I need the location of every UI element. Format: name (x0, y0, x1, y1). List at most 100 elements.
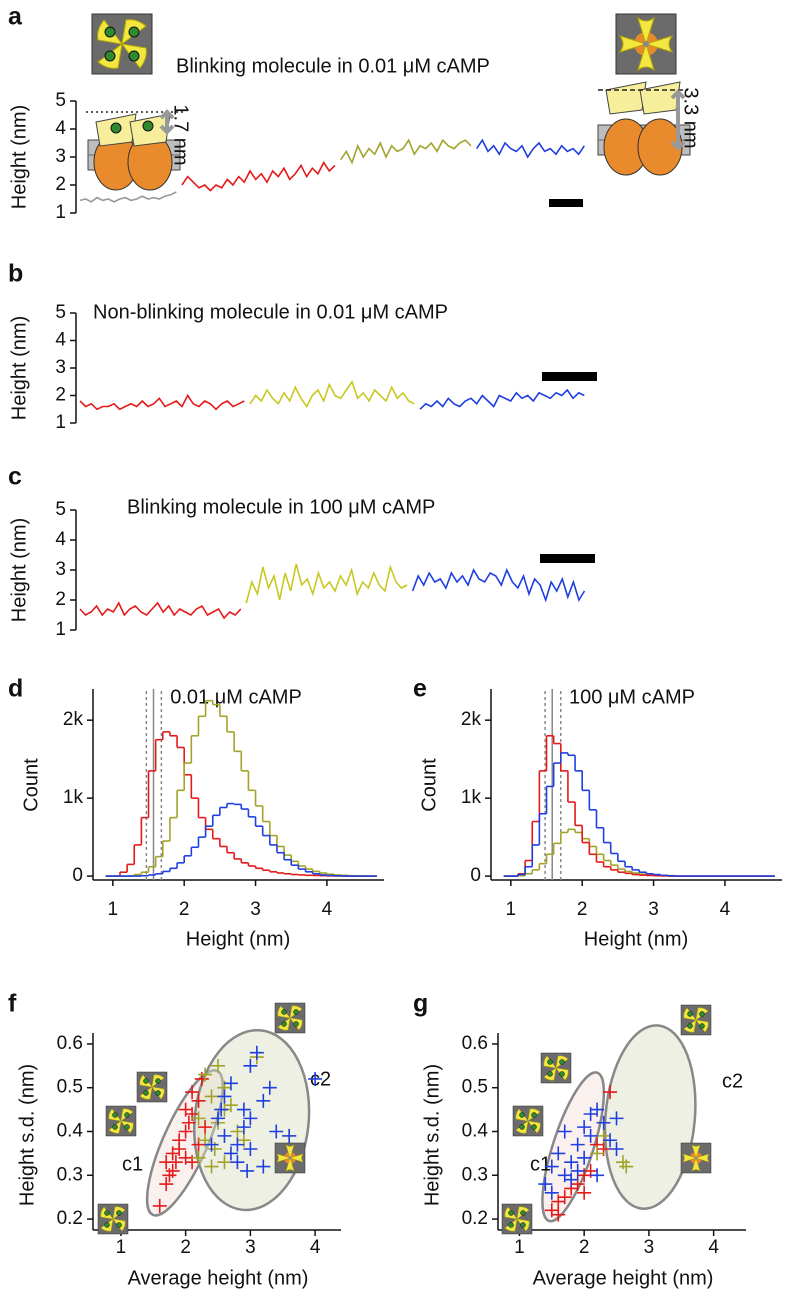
data-point (564, 1172, 579, 1187)
data-point (590, 1102, 605, 1117)
y-tick-label: 1 (55, 202, 66, 223)
data-point (178, 1102, 193, 1117)
y-tick-label: 3 (55, 146, 66, 167)
icon-dot (143, 1090, 149, 1096)
data-point (217, 1155, 232, 1170)
data-point (223, 1146, 238, 1161)
camp (142, 120, 154, 132)
y-tick-label: 2k (63, 709, 84, 730)
subunit (637, 118, 683, 176)
y-axis-label: Count (418, 758, 440, 812)
x-tick-label: 3 (644, 1237, 655, 1258)
y-tick-label: 0.2 (462, 1208, 488, 1229)
icon-dot (104, 50, 116, 62)
icon-dot (547, 1059, 553, 1065)
icon-dot (128, 26, 140, 38)
y-tick-label: 0.3 (57, 1164, 83, 1185)
panel-title: Blinking molecule in 0.01 μM cAMP (176, 55, 490, 77)
data-point (181, 1115, 196, 1130)
y-tick-label: 0.6 (57, 1033, 83, 1054)
icon-petal (289, 1153, 304, 1163)
y-tick-label: 0.2 (57, 1208, 83, 1229)
molecule-icon (501, 1203, 533, 1235)
x-axis-label: Average height (nm) (533, 1267, 714, 1289)
data-point (596, 1115, 611, 1130)
data-point (262, 1080, 277, 1095)
icon-petal (285, 1144, 295, 1159)
y-tick-label: 4 (55, 529, 66, 550)
x-tick-label: 1 (108, 899, 119, 920)
y-tick-label: 0 (72, 865, 83, 886)
data-point (236, 1102, 251, 1117)
icon-dot (124, 1112, 130, 1118)
y-axis-label: Height (nm) (8, 518, 30, 622)
icon-dot (128, 50, 140, 62)
y-axis-label: Count (20, 758, 42, 812)
y-axis-label: Height s.d. (nm) (421, 1064, 443, 1206)
data-point (185, 1085, 200, 1100)
data-point (590, 1168, 605, 1183)
y-tick-label: 0.5 (462, 1077, 488, 1098)
data-point (570, 1137, 585, 1152)
data-point (570, 1163, 585, 1178)
y-tick-label: 3 (55, 357, 66, 378)
icon-dot (104, 1222, 110, 1228)
arrow (670, 89, 686, 151)
panel-label: b (8, 260, 23, 288)
y-tick-label: 1k (461, 787, 482, 808)
icon-dot (519, 1112, 525, 1118)
cluster-label: c1 (530, 1153, 551, 1175)
icon-dot (687, 1011, 693, 1017)
y-tick-label: 2k (461, 709, 482, 730)
trace-line (411, 567, 586, 603)
data-point (551, 1194, 566, 1209)
y-tick-label: 5 (55, 499, 66, 520)
annotation: 3.3 nm (680, 87, 702, 148)
annotation: 1.7 nm (170, 104, 192, 165)
scale-bar (549, 199, 583, 207)
icon-dot (699, 1011, 705, 1017)
camp (110, 122, 122, 134)
icon-petal (644, 35, 674, 53)
cluster-ellipse (603, 1024, 697, 1210)
data-point (198, 1120, 213, 1135)
molecule-icon (91, 13, 153, 75)
trace-line (245, 563, 408, 604)
data-point (249, 1045, 264, 1060)
data-point (172, 1133, 187, 1148)
icon-dot (547, 1071, 553, 1077)
data-point (609, 1111, 624, 1126)
data-point (191, 1150, 206, 1165)
trace-line (181, 161, 336, 192)
x-axis-label: Height (nm) (584, 928, 688, 950)
data-point (230, 1155, 245, 1170)
trace-line (476, 138, 585, 159)
x-tick-label: 2 (577, 899, 588, 920)
data-point (609, 1142, 624, 1157)
y-tick-label: 1k (63, 787, 84, 808)
icon-dot (531, 1124, 537, 1130)
cnbd (605, 81, 647, 115)
y-tick-label: 3 (55, 559, 66, 580)
icon-dot (116, 1210, 122, 1216)
icon-dot (520, 1210, 526, 1216)
x-tick-label: 3 (250, 899, 261, 920)
panel-title: Non-blinking molecule in 0.01 μM cAMP (93, 301, 448, 323)
trace-line (79, 601, 242, 620)
icon-dot (124, 1124, 130, 1130)
data-point (168, 1155, 183, 1170)
data-point (165, 1163, 180, 1178)
y-tick-label: 0.4 (57, 1121, 84, 1142)
x-tick-label: 1 (514, 1237, 525, 1258)
trace-line (249, 380, 415, 409)
data-point (577, 1185, 592, 1200)
data-point (223, 1076, 238, 1091)
icon-dot (281, 1021, 287, 1027)
data-point (217, 1128, 232, 1143)
x-tick-label: 2 (579, 1237, 590, 1258)
data-point (256, 1093, 271, 1108)
molecule-icon (615, 13, 677, 75)
arrow (159, 109, 175, 135)
panel-title: 0.01 μM cAMP (170, 686, 302, 708)
